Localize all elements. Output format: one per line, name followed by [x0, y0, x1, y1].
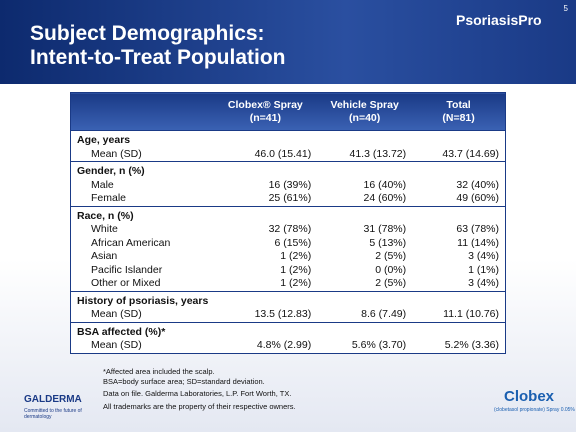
section-row: Age, years	[71, 131, 506, 148]
data-row: Other or Mixed 1 (2%) 2 (5%) 3 (4%)	[71, 277, 506, 291]
value-cell: 63 (78%)	[456, 223, 499, 235]
section-title: BSA affected (%)*	[77, 325, 166, 338]
row-label: Male	[91, 178, 114, 191]
value-cell: 25 (61%)	[268, 192, 312, 204]
data-row: Asian 1 (2%) 2 (5%) 3 (4%)	[71, 250, 506, 264]
footnote: All trademarks are the property of their…	[103, 401, 296, 411]
section-title: History of psoriasis, years	[77, 294, 209, 307]
clobex-tagline: (clobetasol propionate) Spray 0.05%	[494, 407, 575, 413]
value-cell: 2 (5%)	[375, 250, 407, 262]
data-row: African American 6 (15%) 5 (13%) 11 (14%)	[71, 237, 506, 251]
header-cell: Vehicle Spray (n=40)	[317, 92, 413, 131]
header-line: (N=81)	[442, 111, 475, 124]
value-cell: 24 (60%)	[363, 192, 407, 204]
value-cell: 32 (40%)	[456, 178, 499, 191]
brand-logo: PsoriasisPro	[456, 12, 542, 28]
header-line: (n=40)	[349, 111, 381, 124]
section-title: Race, n (%)	[77, 209, 134, 222]
title: Subject Demographics: Intent-to-Treat Po…	[30, 22, 285, 70]
value-cell: 11 (14%)	[457, 236, 499, 249]
value-cell: 46.0 (15.41)	[254, 147, 312, 160]
value-cell: 1 (2%)	[280, 263, 312, 276]
footnote: BSA=body surface area; SD=standard devia…	[103, 376, 265, 386]
value-cell: 5.6% (3.70)	[351, 339, 407, 351]
value-cell: 6 (15%)	[274, 236, 312, 249]
table-section: History of psoriasis, years Mean (SD) 13.5…	[70, 291, 506, 322]
title-line: Subject Demographics:	[30, 22, 265, 45]
row-label: Other or Mixed	[91, 277, 161, 289]
value-cell: 41.3 (13.72)	[349, 147, 407, 160]
table-section: Age, years Mean (SD) 46.0 (15.41) 41.3 (13.…	[70, 130, 506, 162]
header-band	[0, 0, 576, 84]
row-label: Pacific Islander	[91, 263, 163, 276]
footnote: Data on file. Galderma Laboratories, L.P…	[103, 389, 292, 399]
data-row: Mean (SD) 13.5 (12.83) 8.6 (7.49) 11.1 (10.…	[71, 308, 506, 322]
value-cell: 13.5 (12.83)	[254, 308, 312, 320]
value-cell: 4.8% (2.99)	[256, 339, 312, 351]
header-cell: Total (N=81)	[412, 92, 506, 131]
title-line: Intent-to-Treat Population	[30, 46, 286, 69]
row-label: African American	[91, 236, 171, 249]
galderma-tagline: Committed to the future of dermatology	[24, 408, 82, 420]
value-cell: 16 (39%)	[268, 178, 312, 191]
data-row: Male 16 (39%) 16 (40%) 32 (40%)	[71, 179, 506, 193]
header-cell: Clobex® Spray (n=41)	[213, 92, 318, 131]
value-cell: 31 (78%)	[363, 223, 407, 235]
section-title: Gender, n (%)	[77, 165, 145, 177]
header-line: Vehicle Spray	[330, 98, 399, 111]
section-row: Race, n (%)	[71, 206, 506, 223]
value-cell: 3 (4%)	[468, 277, 499, 289]
data-row: Mean (SD) 4.8% (2.99) 5.6% (3.70) 5.2% (3.3…	[71, 339, 506, 353]
data-row: Pacific Islander 1 (2%) 0 (0%) 1 (1%)	[71, 264, 506, 278]
value-cell: 43.7 (14.69)	[442, 147, 499, 160]
table-section: Gender, n (%) Male 16 (39%) 16 (40%) 32 (40%…	[70, 161, 506, 207]
row-label: Mean (SD)	[91, 308, 142, 320]
header-line: (n=41)	[249, 111, 281, 124]
row-label: Mean (SD)	[91, 147, 142, 160]
value-cell: 8.6 (7.49)	[361, 308, 407, 320]
value-cell: 16 (40%)	[363, 178, 407, 191]
value-cell: 1 (1%)	[468, 263, 499, 276]
row-label: White	[91, 223, 118, 235]
table-header: Clobex® Spray (n=41) Vehicle Spray (n=40) To…	[70, 92, 506, 131]
data-row: Mean (SD) 46.0 (15.41) 41.3 (13.72) 43.7 (1…	[71, 148, 506, 162]
value-cell: 5 (13%)	[369, 236, 407, 249]
row-label: Asian	[91, 250, 118, 262]
value-cell: 1 (2%)	[280, 277, 312, 289]
table-section: BSA affected (%)* Mean (SD) 4.8% (2.99) 5.6…	[70, 322, 506, 353]
value-cell: 3 (4%)	[468, 250, 499, 262]
section-row: History of psoriasis, years	[71, 291, 506, 308]
header-line: Total	[446, 98, 471, 111]
value-cell: 1 (2%)	[280, 250, 312, 262]
footnotes: *Affected area included the scalp. BSA=bo…	[103, 367, 296, 411]
value-cell: 5.2% (3.36)	[444, 339, 499, 351]
section-row: BSA affected (%)*	[71, 322, 506, 339]
section-title: Age, years	[77, 134, 131, 146]
table-section: Race, n (%) White 32 (78%) 31 (78%) 63 (78%)…	[70, 206, 506, 291]
section-row: Gender, n (%)	[71, 162, 506, 179]
data-row: Female 25 (61%) 24 (60%) 49 (60%)	[71, 192, 506, 206]
row-label: Female	[91, 192, 127, 204]
value-cell: 11.1 (10.76)	[443, 308, 499, 320]
header-cell	[70, 92, 214, 131]
demographics-table: Clobex® Spray (n=41) Vehicle Spray (n=40) To…	[70, 92, 506, 354]
footnote: *Affected area included the scalp.	[103, 367, 215, 376]
value-cell: 32 (78%)	[268, 223, 312, 235]
value-cell: 0 (0%)	[375, 263, 407, 276]
header-line: Clobex® Spray	[227, 98, 303, 111]
header-row: Clobex® Spray (n=41) Vehicle Spray (n=40) To…	[70, 92, 506, 131]
value-cell: 49 (60%)	[456, 192, 499, 204]
clobex-logo: Clobex	[504, 388, 555, 405]
page-number: 5	[563, 4, 568, 13]
value-cell: 2 (5%)	[375, 277, 407, 289]
data-row: White 32 (78%) 31 (78%) 63 (78%)	[71, 223, 506, 237]
row-label: Mean (SD)	[91, 339, 142, 351]
galderma-logo: GALDERMA	[24, 394, 82, 405]
